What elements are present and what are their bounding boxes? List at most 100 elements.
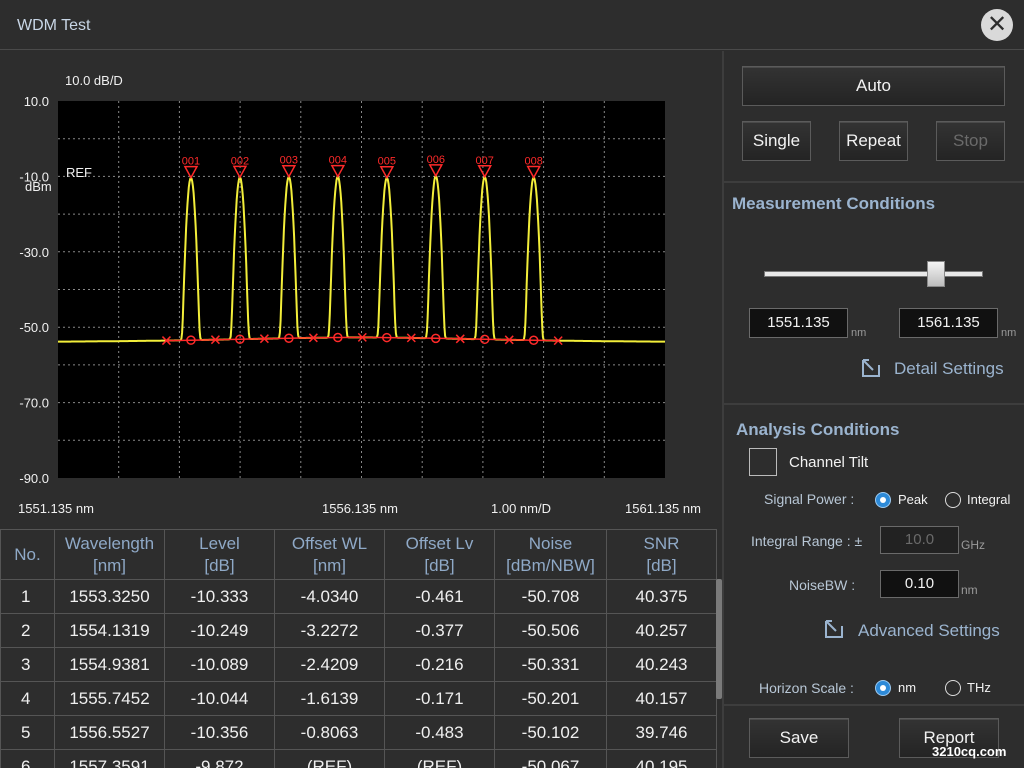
integral-range-field[interactable]: 10.0: [880, 526, 959, 554]
table-row[interactable]: 3 1554.9381 -10.089 -2.4209 -0.216 -50.331 40.…: [0, 647, 717, 682]
table-cell: -10.333: [164, 579, 275, 614]
single-button[interactable]: Single: [742, 121, 811, 161]
table-cell: -4.0340: [274, 579, 385, 614]
peak-label: 007: [476, 155, 494, 167]
span-slider-track[interactable]: [764, 271, 983, 277]
table-row[interactable]: 4 1555.7452 -10.044 -1.6139 -0.171 -50.201 40.…: [0, 681, 717, 716]
external-link-icon[interactable]: [823, 618, 845, 640]
table-cell: 1554.1319: [54, 613, 165, 648]
peak-marker: [232, 165, 248, 179]
table-row[interactable]: 1 1553.3250 -10.333 -4.0340 -0.461 -50.708 40.…: [0, 579, 717, 614]
stop-button[interactable]: Stop: [936, 121, 1005, 161]
advanced-settings-link[interactable]: Advanced Settings: [858, 621, 1000, 640]
noise-o-marker: [186, 335, 196, 345]
column-header-title: Noise: [528, 533, 573, 553]
noise-o-marker: [284, 333, 294, 343]
start-wavelength-unit: nm: [851, 327, 867, 339]
noise-x-marker: [357, 332, 367, 342]
y-tick-label: -10.0: [19, 169, 49, 184]
marker-layer: 001 002 003 004 005 006 007 008: [161, 154, 563, 346]
table-cell: -0.461: [384, 579, 495, 614]
noise-x-marker: [504, 335, 514, 345]
table-cell: -0.216: [384, 647, 495, 682]
external-link-icon[interactable]: [860, 357, 882, 379]
column-header[interactable]: Level [dB]: [164, 529, 275, 580]
column-header[interactable]: Offset Lv [dB]: [384, 529, 495, 580]
table-cell: 40.195: [606, 749, 717, 768]
chart-grid: [58, 101, 665, 478]
table-body: 1 1553.3250 -10.333 -4.0340 -0.461 -50.708 40.…: [0, 579, 717, 768]
channel-tilt-checkbox[interactable]: [749, 448, 777, 476]
table-cell: 3: [0, 647, 55, 682]
table-cell: -3.2272: [274, 613, 385, 648]
start-wavelength-field[interactable]: 1551.135: [749, 308, 848, 338]
column-header[interactable]: No.: [0, 529, 55, 580]
column-header[interactable]: Offset WL [nm]: [274, 529, 385, 580]
stop-wavelength-field[interactable]: 1561.135: [899, 308, 998, 338]
column-header-title: Offset Lv: [405, 533, 474, 553]
close-icon[interactable]: ✕: [981, 9, 1013, 41]
noise-o-marker: [528, 335, 539, 346]
scale-thz-radio[interactable]: [945, 680, 961, 696]
auto-button[interactable]: Auto: [742, 66, 1005, 106]
horizon-scale-label: Horizon Scale :: [759, 680, 854, 696]
signal-power-label: Signal Power :: [764, 491, 855, 507]
column-header-unit: [nm]: [92, 555, 127, 575]
span-slider-thumb[interactable]: [927, 261, 945, 287]
noisebw-label: NoiseBW :: [789, 577, 856, 593]
peak-marker: [281, 164, 297, 179]
y-tick-label: -30.0: [19, 245, 49, 260]
table-row[interactable]: 2 1554.1319 -10.249 -3.2272 -0.377 -50.506 40.…: [0, 613, 717, 648]
table-cell: -50.708: [494, 579, 607, 614]
x-div-label: 1.00 nm/D: [491, 501, 551, 516]
table-cell: -10.044: [164, 681, 275, 716]
stop-wavelength-unit: nm: [1001, 327, 1017, 339]
peak-marker: [330, 164, 346, 179]
column-header[interactable]: SNR [dB]: [606, 529, 717, 580]
table-cell: (REF): [274, 749, 385, 768]
peak-label: 006: [427, 154, 445, 166]
repeat-button[interactable]: Repeat: [839, 121, 908, 161]
table-cell: 2: [0, 613, 55, 648]
table-cell: -10.089: [164, 647, 275, 682]
column-header[interactable]: Wavelength [nm]: [54, 529, 165, 580]
integral-range-unit: GHz: [961, 538, 985, 552]
table-row[interactable]: 6 1557.3591 -9.872 (REF) (REF) -50.067 40.195: [0, 749, 717, 768]
table-cell: 1557.3591: [54, 749, 165, 768]
report-button[interactable]: Report: [899, 718, 999, 758]
save-button[interactable]: Save: [749, 718, 849, 758]
peak-marker: [428, 164, 444, 178]
column-header[interactable]: Noise [dBm/NBW]: [494, 529, 607, 580]
peak-marker: [526, 165, 541, 180]
table-cell: -1.6139: [274, 681, 385, 716]
x-end-label: 1561.135 nm: [625, 501, 701, 516]
integral-radio-label: Integral: [967, 492, 1011, 507]
noisebw-field[interactable]: 0.10: [880, 570, 959, 598]
measurement-conditions-title: Measurement Conditions: [732, 194, 936, 213]
analysis-conditions-title: Analysis Conditions: [736, 420, 900, 439]
integral-range-label: Integral Range : ±: [751, 533, 863, 549]
divider: [724, 704, 1024, 706]
table-scrollbar[interactable]: [716, 579, 722, 699]
scale-nm-radio[interactable]: [875, 680, 891, 696]
column-header-title: Wavelength: [64, 533, 155, 553]
table-row[interactable]: 5 1556.5527 -10.356 -0.8063 -0.483 -50.102 39.…: [0, 715, 717, 750]
scale-nm-label: nm: [898, 680, 917, 695]
table-header-row: No. Wavelength [nm] Level [dB] Offset WL [nm] O…: [0, 529, 717, 580]
column-header-unit: [dB]: [646, 555, 677, 575]
table-cell: -50.506: [494, 613, 607, 648]
control-panel: Auto Single Repeat Stop Measurement Cond…: [724, 51, 1024, 768]
column-header-unit: [dB]: [424, 555, 455, 575]
peak-label: 003: [280, 155, 298, 167]
channel-tilt-label: Channel Tilt: [789, 454, 869, 471]
detail-settings-link[interactable]: Detail Settings: [894, 359, 1004, 378]
noisebw-unit: nm: [961, 583, 978, 597]
chart-and-table-panel: 10.0 -10.0 -30.0 -50.0 -70.0 -90.0 10.0 dB/D …: [0, 51, 722, 768]
y-axis-ticks: 10.0 -10.0 -30.0 -50.0 -70.0 -90.0: [19, 94, 49, 486]
column-header-title: Offset WL: [291, 533, 368, 553]
table-cell: 4: [0, 681, 55, 716]
watermark: 3210cq.com: [932, 744, 1007, 759]
peak-radio[interactable]: [875, 492, 891, 508]
integral-radio[interactable]: [945, 492, 961, 508]
noise-x-marker: [308, 333, 318, 343]
